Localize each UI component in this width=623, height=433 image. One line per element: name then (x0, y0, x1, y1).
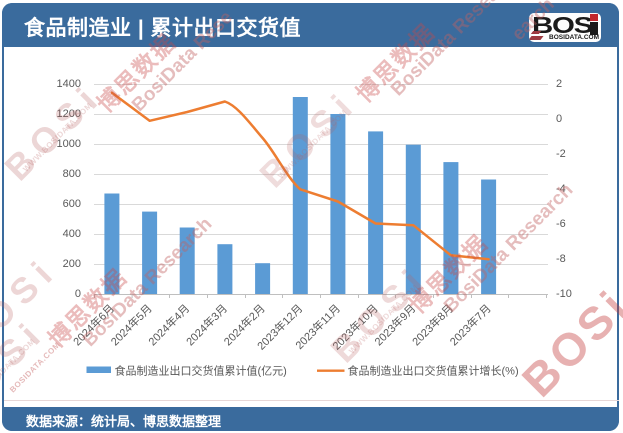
svg-text:1400: 1400 (57, 78, 81, 90)
svg-text:-6: -6 (556, 218, 566, 230)
svg-text:2023年7月: 2023年7月 (447, 301, 494, 348)
svg-text:食品制造业出口交货值累计值(亿元): 食品制造业出口交货值累计值(亿元) (115, 364, 287, 378)
svg-text:200: 200 (63, 258, 81, 270)
svg-text:-8: -8 (556, 253, 566, 265)
svg-text:2: 2 (556, 78, 562, 90)
svg-text:0: 0 (556, 113, 562, 125)
svg-text:-2: -2 (556, 148, 566, 160)
svg-text:食品制造业出口交货值累计增长(%): 食品制造业出口交货值累计增长(%) (348, 364, 519, 378)
svg-text:1200: 1200 (57, 108, 81, 120)
svg-text:600: 600 (63, 198, 81, 210)
svg-text:0: 0 (75, 288, 81, 300)
svg-text:800: 800 (63, 168, 81, 180)
svg-text:1000: 1000 (57, 138, 81, 150)
svg-text:400: 400 (63, 228, 81, 240)
svg-text:-10: -10 (556, 288, 572, 300)
svg-text:-4: -4 (556, 183, 566, 195)
